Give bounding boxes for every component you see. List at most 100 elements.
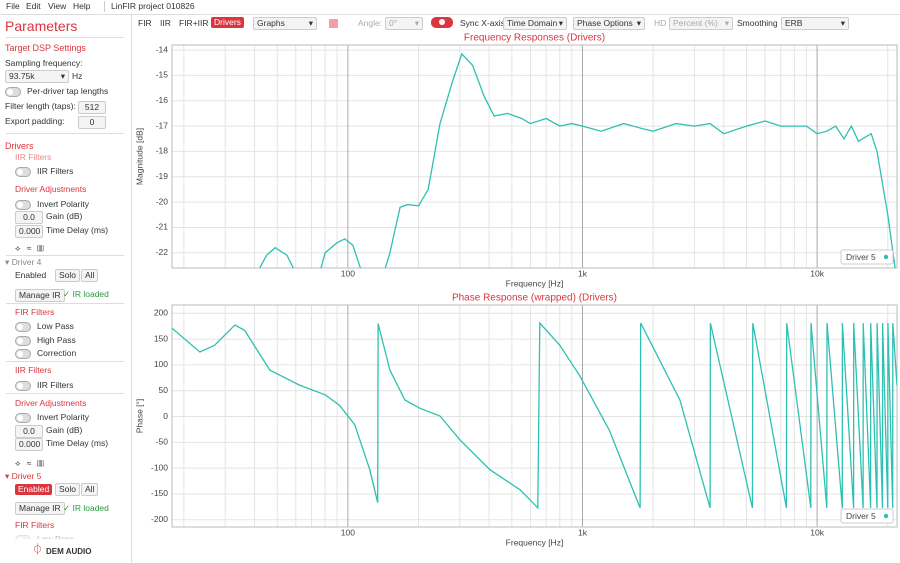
toggle-row[interactable]: High Pass: [15, 335, 76, 346]
toggle[interactable]: [431, 17, 459, 29]
menu-item[interactable]: File: [6, 1, 20, 11]
status: ✓ IR loaded: [63, 503, 109, 513]
toggle-row[interactable]: Correction: [15, 348, 76, 359]
y-tick-label: -20: [156, 196, 169, 206]
chart-title: Frequency Responses (Drivers): [464, 33, 605, 44]
menu-item[interactable]: View: [48, 1, 67, 11]
menu-item[interactable]: Help: [73, 1, 91, 11]
y-tick-label: 100: [154, 359, 168, 369]
label: HD: [654, 18, 667, 28]
input[interactable]: 0.0: [15, 211, 43, 224]
legend-box: [840, 249, 894, 265]
y-tick-label: 150: [154, 333, 168, 343]
y-tick-label: -16: [156, 95, 169, 105]
mode-button[interactable]: FIR+IIR: [179, 18, 209, 28]
input[interactable]: 512: [78, 101, 106, 114]
toggle-row[interactable]: Invert Polarity: [15, 199, 89, 210]
label: Time Delay (ms): [46, 438, 109, 448]
label: Export padding:: [5, 116, 65, 126]
heading: IIR Filters: [15, 365, 52, 375]
label: Angle:: [358, 18, 383, 28]
toolbar: FIR IIR FIR+IIR Drivers Graphs ▾ Angle: 0…: [133, 15, 900, 33]
menu-item[interactable]: Edit: [26, 1, 41, 11]
legend-label: Driver 5: [846, 511, 876, 521]
y-tick-label: -150: [151, 488, 168, 498]
series-line: [172, 321, 897, 510]
input[interactable]: 0.0: [15, 425, 43, 438]
input[interactable]: 0: [78, 116, 106, 129]
label: Filter length (taps):: [5, 101, 76, 111]
label: Sampling frequency:: [5, 58, 83, 68]
x-tick-label: 1k: [578, 527, 588, 537]
heading: FIR Filters: [15, 307, 55, 317]
button[interactable]: Manage IR: [15, 502, 65, 515]
mode-button[interactable]: Drivers: [211, 17, 244, 28]
value: Phase Options: [577, 18, 633, 28]
button[interactable]: All: [81, 269, 99, 282]
icon-row[interactable]: ⟡≈▥: [15, 243, 50, 253]
dropdown[interactable]: Graphs ▾: [253, 17, 317, 30]
button[interactable]: All: [81, 483, 99, 496]
toggle-row[interactable]: IIR Filters: [15, 380, 73, 391]
label: Smoothing: [737, 18, 778, 28]
heading: IIR Filters: [15, 152, 52, 162]
label: Correction: [37, 348, 77, 358]
dropdown[interactable]: 0° ▾: [385, 17, 423, 30]
color-swatch[interactable]: [329, 19, 338, 28]
mode-button[interactable]: IIR: [160, 18, 171, 28]
sidebar: Parameters Target DSP Settings Sampling …: [0, 15, 132, 563]
button[interactable]: Enabled: [15, 484, 53, 495]
label: Gain (dB): [46, 425, 83, 435]
driver-header[interactable]: ▾ Driver 4: [5, 257, 42, 267]
mode-button[interactable]: FIR: [138, 18, 152, 28]
x-tick-label: 10k: [810, 527, 824, 537]
dropdown[interactable]: Time Domain ▾: [503, 17, 567, 30]
status: ✓ IR loaded: [63, 289, 109, 299]
label: Per-driver tap lengths: [27, 86, 109, 96]
toggle-row[interactable]: IIR Filters: [15, 166, 73, 177]
input[interactable]: 0.000: [15, 225, 43, 238]
y-tick-label: 0: [163, 411, 168, 421]
toggle-row[interactable]: Low Pass: [15, 321, 74, 332]
heading: Driver Adjustments: [15, 184, 87, 194]
menu-bar: File Edit View Help LinFIR project 01082…: [0, 0, 900, 15]
x-axis-label: Frequency [Hz]: [506, 278, 564, 288]
x-axis-label: Frequency [Hz]: [506, 537, 564, 547]
legend-swatch: [883, 254, 889, 260]
y-tick-label: -50: [156, 437, 169, 447]
button[interactable]: Solo: [55, 269, 81, 282]
y-tick-label: -22: [156, 247, 169, 257]
dropdown[interactable]: 93.75k ▾: [5, 70, 69, 83]
y-tick-label: 50: [159, 385, 169, 395]
plot-frame: [171, 44, 898, 269]
series-line: [259, 52, 896, 268]
label: Gain (dB): [46, 211, 83, 221]
label: Driver 5: [11, 471, 42, 481]
value: Graphs: [257, 18, 285, 28]
icon-row[interactable]: ⟡≈▥: [15, 458, 50, 468]
driver-header[interactable]: ▾ Driver 5: [5, 471, 42, 481]
label: Invert Polarity: [37, 199, 89, 209]
heading: Driver Adjustments: [15, 398, 87, 408]
dropdown[interactable]: Phase Options ▾: [573, 17, 645, 30]
chart-title: Phase Response (wrapped) (Drivers): [452, 293, 617, 304]
value: ERB: [785, 18, 803, 28]
legend-box: [840, 508, 894, 524]
button[interactable]: Manage IR: [15, 289, 65, 302]
label: Time Delay (ms): [46, 225, 109, 235]
button[interactable]: Enabled: [15, 270, 47, 280]
dropdown[interactable]: Percent (%) ▾: [669, 17, 733, 30]
toggle-row[interactable]: Per-driver tap lengths: [5, 86, 108, 97]
legend-label: Driver 5: [846, 252, 876, 262]
label: High Pass: [37, 335, 76, 345]
toggle-row[interactable]: Invert Polarity: [15, 412, 89, 423]
button[interactable]: Solo: [55, 483, 81, 496]
heading: FIR Filters: [15, 520, 55, 530]
label: Sync X-axis: [460, 18, 505, 28]
unit: Hz: [72, 71, 83, 81]
dropdown[interactable]: ERB ▾: [781, 17, 849, 30]
heading: Drivers: [5, 141, 34, 151]
input[interactable]: 0.000: [15, 438, 43, 451]
plot-frame: [171, 304, 898, 528]
label: IIR Filters: [37, 380, 74, 390]
